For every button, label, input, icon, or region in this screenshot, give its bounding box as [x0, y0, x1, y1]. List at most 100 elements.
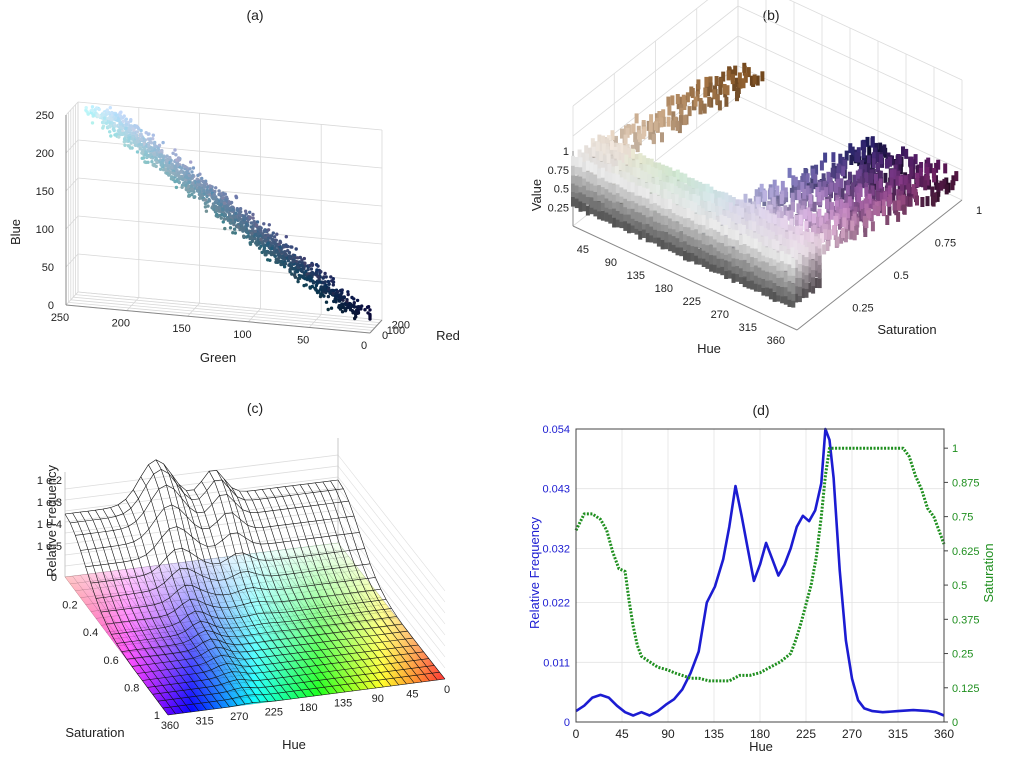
tick-label: 135: [627, 270, 645, 282]
data-voxel: [849, 155, 854, 165]
data-point: [304, 283, 308, 287]
grid-line: [308, 314, 322, 328]
data-voxel: [610, 158, 615, 169]
data-point: [246, 234, 250, 238]
data-voxel: [934, 179, 939, 190]
data-point: [314, 263, 319, 267]
tick-label: 0.25: [852, 303, 873, 315]
data-voxel: [825, 241, 830, 251]
data-point: [294, 247, 298, 251]
data-voxel: [701, 240, 706, 251]
data-point: [268, 258, 272, 262]
data-voxel: [664, 165, 669, 176]
grid-line: [337, 487, 446, 625]
data-voxel: [768, 248, 773, 259]
data-voxel: [670, 193, 675, 204]
data-voxel: [876, 181, 880, 191]
data-voxel: [641, 214, 646, 225]
data-voxel: [705, 258, 710, 269]
chart-d-axes: 0 45 90 135 180 225 270 315 36000.0110.0220.0320…: [542, 424, 979, 741]
tick-label: 315: [195, 716, 213, 728]
data-voxel: [582, 184, 587, 195]
data-voxel: [780, 218, 785, 229]
data-voxel: [772, 264, 777, 275]
data-point: [128, 146, 133, 150]
mesh-line: [125, 499, 230, 708]
data-voxel: [881, 199, 886, 210]
data-voxel: [876, 162, 880, 173]
data-voxel: [697, 230, 702, 241]
data-point: [204, 179, 208, 183]
data-voxel: [665, 176, 670, 187]
data-voxel: [776, 211, 781, 222]
data-voxel: [765, 277, 770, 288]
data-point: [119, 110, 123, 114]
data-voxel: [836, 163, 841, 174]
data-voxel: [798, 214, 803, 225]
chart-c-xlabel: Hue: [282, 737, 306, 752]
data-voxel: [735, 230, 740, 241]
data-voxel: [718, 84, 723, 95]
data-voxel: [705, 242, 710, 253]
data-point: [236, 225, 240, 229]
data-voxel: [911, 184, 916, 195]
data-voxel: [654, 168, 659, 179]
data-point: [340, 288, 344, 292]
data-voxel: [690, 210, 695, 221]
data-voxel: [712, 229, 717, 240]
data-voxel: [679, 206, 684, 217]
data-voxel: [735, 264, 740, 275]
data-voxel: [761, 260, 766, 271]
data-voxel: [641, 129, 646, 140]
data-voxel: [744, 221, 749, 232]
data-voxel: [658, 180, 663, 191]
data-voxel: [859, 200, 864, 211]
data-voxel: [909, 166, 914, 177]
data-voxel: [791, 273, 796, 284]
data-voxel: [656, 203, 661, 214]
data-voxel: [830, 202, 835, 213]
data-voxel: [679, 115, 683, 126]
data-voxel: [679, 232, 684, 242]
data-voxel: [671, 111, 676, 122]
data-point: [357, 305, 361, 309]
data-voxel: [783, 253, 788, 264]
data-voxel: [677, 188, 682, 199]
data-voxel: [746, 206, 751, 217]
data-voxel: [783, 260, 788, 271]
data-voxel: [645, 158, 650, 169]
data-voxel: [765, 247, 770, 258]
chart-a: (a) 250 200 150 100 50 0010020005010015020025…: [8, 7, 460, 365]
data-voxel: [800, 278, 805, 289]
data-voxel: [839, 209, 844, 220]
data-voxel: [876, 152, 880, 162]
grid-line: [64, 498, 339, 534]
grid-line: [337, 465, 446, 603]
data-voxel: [936, 159, 941, 170]
data-voxel: [839, 178, 844, 189]
data-point: [207, 199, 212, 203]
data-voxel: [805, 215, 809, 226]
tick-label: 0.5: [894, 270, 909, 282]
data-voxel: [660, 230, 665, 240]
mesh-line: [116, 610, 392, 647]
data-voxel: [892, 169, 897, 180]
tick-label: 225: [683, 296, 701, 308]
data-voxel: [619, 211, 624, 222]
data-point: [255, 223, 259, 227]
data-voxel: [782, 246, 787, 257]
data-point: [151, 163, 155, 167]
data-voxel: [925, 196, 930, 207]
data-voxel: [709, 97, 714, 108]
floor-saturation-fade: [65, 543, 445, 715]
data-voxel: [615, 201, 620, 211]
data-voxel: [858, 211, 863, 222]
data-point: [292, 273, 297, 278]
data-point: [127, 128, 132, 133]
data-voxel: [898, 176, 903, 187]
data-voxel: [581, 152, 586, 163]
data-point: [359, 307, 363, 311]
mesh-line: [269, 488, 377, 689]
data-point: [200, 176, 204, 181]
data-voxel: [666, 182, 671, 193]
